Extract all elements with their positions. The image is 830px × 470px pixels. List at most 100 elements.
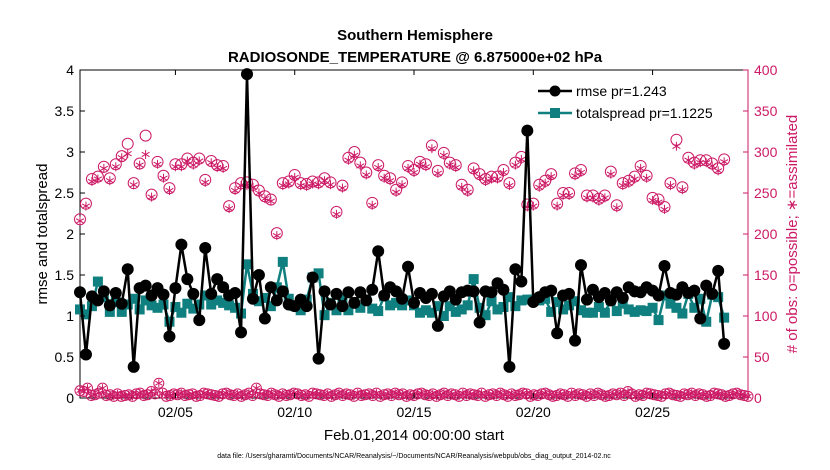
rmse-point [551, 327, 564, 340]
totalspread-point [599, 307, 610, 318]
totalspread-point [510, 301, 521, 312]
assimilated-obs-point [224, 204, 234, 214]
assimilated-obs-point [111, 162, 120, 172]
totalspread-point [504, 292, 515, 303]
rmse-point [652, 289, 665, 302]
rmse-point [252, 269, 265, 281]
totalspread-point [385, 300, 396, 311]
assimilated-obs-point [708, 161, 717, 171]
totalspread-point [104, 306, 115, 317]
totalspread-point [444, 301, 455, 312]
totalspread-point [343, 305, 354, 316]
assimilated-obs-point [427, 144, 437, 154]
assimilated-obs-point [165, 186, 174, 196]
assimilated-obs-point [177, 162, 186, 172]
assimilated-obs-point [642, 173, 651, 183]
low-obs-point [322, 388, 334, 400]
assimilated-obs-point [505, 181, 514, 191]
assimilated-obs-point [338, 183, 347, 193]
totalspread-point [587, 307, 598, 318]
assimilated-obs-point [421, 162, 431, 172]
chart-subtitle: RADIOSONDE_TEMPERATURE @ 6.875000e+02 hP… [228, 49, 603, 66]
rmse-point [402, 260, 415, 273]
assimilated-obs-point [195, 156, 204, 166]
assimilated-obs-point [618, 181, 627, 191]
totalspread-point [212, 295, 223, 306]
assimilated-obs-point [368, 200, 377, 210]
rmse-point [103, 299, 116, 312]
totalspread-point [313, 268, 324, 279]
assimilated-obs-point [117, 153, 126, 163]
totalspread-point [593, 301, 604, 312]
assimilated-obs-point [230, 186, 240, 196]
left-tick-label: 3 [66, 144, 74, 160]
totalspread-point [498, 301, 509, 312]
totalspread-point [128, 293, 139, 304]
x-axis: 02/05 02/10 02/15 02/20 02/25 [158, 70, 670, 420]
x-tick-label: 02/15 [396, 404, 431, 420]
rmse-point [193, 314, 206, 327]
totalspread-point [158, 299, 169, 310]
totalspread-point [564, 300, 575, 311]
rmse-point [497, 283, 510, 296]
right-tick-label: 150 [754, 267, 778, 283]
assimilated-obs-point [403, 163, 413, 173]
rmse-point [241, 68, 253, 81]
low-obs-point [247, 390, 259, 402]
totalspread-point [277, 256, 288, 267]
totalspread-point [432, 301, 443, 312]
totalspread-point [581, 307, 592, 318]
assimilated-obs-point [290, 172, 299, 182]
assimilated-obs-point [272, 231, 281, 241]
assimilated-obs-point [147, 192, 156, 202]
totalspread-point [152, 302, 163, 313]
assimilated-obs-point [362, 170, 371, 180]
totalspread-point [206, 299, 217, 310]
assimilated-obs-point [87, 177, 97, 187]
x-tick-label: 02/25 [635, 404, 670, 420]
rmse-point [509, 263, 522, 276]
assimilated-obs-point [385, 176, 395, 186]
rmse-point [431, 319, 444, 332]
assimilated-obs-point [672, 141, 681, 151]
rmse-point [658, 259, 671, 272]
rmse-point [181, 273, 194, 286]
assimilated-obs-point [499, 168, 508, 177]
low-obs-point [153, 377, 165, 389]
assimilated-obs-point [684, 155, 693, 165]
left-tick-label: 2.5 [55, 185, 75, 201]
rmse-point [348, 296, 361, 309]
totalspread-point [689, 302, 700, 313]
totalspread-point [242, 259, 252, 270]
legend-totalspread-label: totalspread pr=1.1225 [576, 105, 713, 121]
legend-totalspread-marker [550, 108, 560, 118]
assimilated-obs-point [564, 190, 574, 200]
rmse-point [342, 286, 355, 299]
totalspread-point [295, 305, 306, 316]
assimilated-obs-point [260, 194, 270, 204]
assimilated-obs-point [183, 156, 192, 166]
rmse-point [175, 238, 188, 251]
assimilated-obs-point [302, 181, 311, 191]
assimilated-obs-point [415, 159, 425, 169]
right-tick-label: 250 [754, 185, 778, 201]
rmse-point [199, 241, 212, 254]
totalspread-point [134, 304, 145, 315]
totalspread-point [176, 307, 187, 318]
totalspread-point [647, 302, 658, 313]
totalspread-point [122, 299, 133, 310]
totalspread-point [641, 306, 652, 317]
rmse-point [235, 326, 248, 339]
rmse-point [115, 297, 128, 310]
rmse-point [157, 288, 170, 301]
totalspread-point [218, 297, 229, 308]
totalspread-point [414, 307, 425, 318]
totalspread-point [355, 302, 366, 313]
assimilated-obs-point [218, 163, 228, 173]
totalspread-point [450, 306, 461, 317]
totalspread-point [110, 297, 121, 308]
rmse-point [360, 294, 373, 307]
assimilated-obs-point [541, 178, 550, 188]
totalspread-point [367, 303, 378, 314]
assimilated-obs-series [75, 141, 729, 241]
